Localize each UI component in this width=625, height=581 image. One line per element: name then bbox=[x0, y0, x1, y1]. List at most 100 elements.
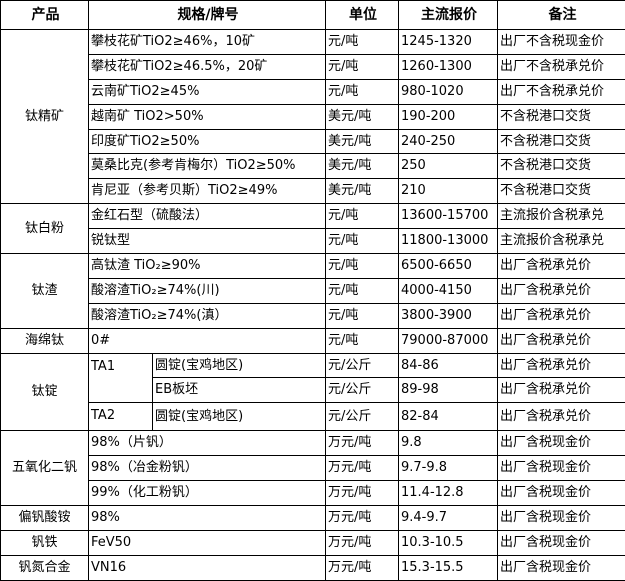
note-cell: 出厂含税承兑价 bbox=[498, 303, 625, 328]
unit-cell: 元/吨 bbox=[326, 229, 399, 254]
note-cell: 出厂含税现金价 bbox=[498, 505, 625, 530]
unit-cell: 元/吨 bbox=[326, 328, 399, 353]
unit-cell: 万元/吨 bbox=[326, 555, 399, 580]
header-spec: 规格/牌号 bbox=[89, 1, 326, 30]
unit-cell: 美元/吨 bbox=[326, 104, 399, 129]
spec-cell: EB板坯 bbox=[153, 378, 326, 403]
note-cell: 不含税港口交货 bbox=[498, 129, 625, 154]
note-cell: 出厂含税承兑价 bbox=[498, 353, 625, 378]
price-cell: 6500-6650 bbox=[399, 254, 498, 279]
note-cell: 不含税港口交货 bbox=[498, 179, 625, 204]
price-cell: 1260-1300 bbox=[399, 54, 498, 79]
note-cell: 出厂含税现金价 bbox=[498, 481, 625, 506]
unit-cell: 元/吨 bbox=[326, 204, 399, 229]
price-cell: 190-200 bbox=[399, 104, 498, 129]
unit-cell: 美元/吨 bbox=[326, 179, 399, 204]
spec-cell: 云南矿TiO2≥45% bbox=[89, 79, 326, 104]
note-cell: 出厂不含税承兑价 bbox=[498, 79, 625, 104]
spec-cell: 肯尼亚（参考贝斯）TiO2≥49% bbox=[89, 179, 326, 204]
note-cell: 出厂不含税现金价 bbox=[498, 30, 625, 55]
price-cell: 89-98 bbox=[399, 378, 498, 403]
unit-cell: 元/公斤 bbox=[326, 353, 399, 378]
spec-cell: 圆锭(宝鸡地区) bbox=[153, 403, 326, 431]
price-cell: 9.7-9.8 bbox=[399, 456, 498, 481]
price-cell: 980-1020 bbox=[399, 79, 498, 104]
price-cell: 84-86 bbox=[399, 353, 498, 378]
price-cell: 10.3-10.5 bbox=[399, 530, 498, 555]
price-cell: 3800-3900 bbox=[399, 303, 498, 328]
price-cell: 1245-1320 bbox=[399, 30, 498, 55]
price-cell: 210 bbox=[399, 179, 498, 204]
product-cell: 钛精矿 bbox=[1, 30, 89, 204]
unit-cell: 万元/吨 bbox=[326, 456, 399, 481]
spec-cell: 印度矿TiO2≥50% bbox=[89, 129, 326, 154]
grade-cell: TA1 bbox=[89, 353, 153, 403]
spec-cell: 99%（化工粉钒） bbox=[89, 481, 326, 506]
spec-cell: 金红石型（硫酸法） bbox=[89, 204, 326, 229]
price-cell: 250 bbox=[399, 154, 498, 179]
product-cell: 钛白粉 bbox=[1, 204, 89, 254]
note-cell: 出厂不含税承兑价 bbox=[498, 54, 625, 79]
unit-cell: 美元/吨 bbox=[326, 129, 399, 154]
product-cell: 钒氮合金 bbox=[1, 555, 89, 580]
note-cell: 出厂含税现金价 bbox=[498, 555, 625, 580]
spec-cell: 98% bbox=[89, 505, 326, 530]
note-cell: 出厂含税承兑价 bbox=[498, 378, 625, 403]
product-cell: 钛渣 bbox=[1, 254, 89, 329]
price-cell: 11.4-12.8 bbox=[399, 481, 498, 506]
price-cell: 13600-15700 bbox=[399, 204, 498, 229]
note-cell: 出厂含税现金价 bbox=[498, 456, 625, 481]
unit-cell: 万元/吨 bbox=[326, 481, 399, 506]
note-cell: 出厂含税承兑价 bbox=[498, 403, 625, 431]
spec-cell: 98%（片钒） bbox=[89, 431, 326, 456]
header-price: 主流报价 bbox=[399, 1, 498, 30]
spec-cell: VN16 bbox=[89, 555, 326, 580]
unit-cell: 元/吨 bbox=[326, 278, 399, 303]
unit-cell: 万元/吨 bbox=[326, 431, 399, 456]
spec-cell: 98%（冶金粉钒） bbox=[89, 456, 326, 481]
note-cell: 出厂含税承兑价 bbox=[498, 328, 625, 353]
spec-cell: 圆锭(宝鸡地区) bbox=[153, 353, 326, 378]
header-row: 产品 规格/牌号 单位 主流报价 备注 bbox=[1, 1, 625, 30]
header-unit: 单位 bbox=[326, 1, 399, 30]
price-cell: 11800-13000 bbox=[399, 229, 498, 254]
spec-cell: 攀枝花矿TiO2≥46%，10矿 bbox=[89, 30, 326, 55]
spec-cell: 攀枝花矿TiO2≥46.5%，20矿 bbox=[89, 54, 326, 79]
price-cell: 15.3-15.5 bbox=[399, 555, 498, 580]
spec-cell: 越南矿 TiO2>50% bbox=[89, 104, 326, 129]
note-cell: 主流报价含税承兑 bbox=[498, 204, 625, 229]
price-cell: 9.4-9.7 bbox=[399, 505, 498, 530]
unit-cell: 元/吨 bbox=[326, 254, 399, 279]
unit-cell: 美元/吨 bbox=[326, 154, 399, 179]
note-cell: 主流报价含税承兑 bbox=[498, 229, 625, 254]
note-cell: 出厂含税承兑价 bbox=[498, 278, 625, 303]
note-cell: 出厂含税现金价 bbox=[498, 431, 625, 456]
spec-cell: 0# bbox=[89, 328, 326, 353]
price-cell: 4000-4150 bbox=[399, 278, 498, 303]
unit-cell: 元/吨 bbox=[326, 303, 399, 328]
spec-cell: 锐钛型 bbox=[89, 229, 326, 254]
price-cell: 240-250 bbox=[399, 129, 498, 154]
grade-cell: TA2 bbox=[89, 403, 153, 431]
product-cell: 五氧化二钒 bbox=[1, 431, 89, 506]
unit-cell: 元/吨 bbox=[326, 30, 399, 55]
spec-cell: 高钛渣 TiO₂≥90% bbox=[89, 254, 326, 279]
spec-cell: 酸溶渣TiO₂≥74%(滇） bbox=[89, 303, 326, 328]
